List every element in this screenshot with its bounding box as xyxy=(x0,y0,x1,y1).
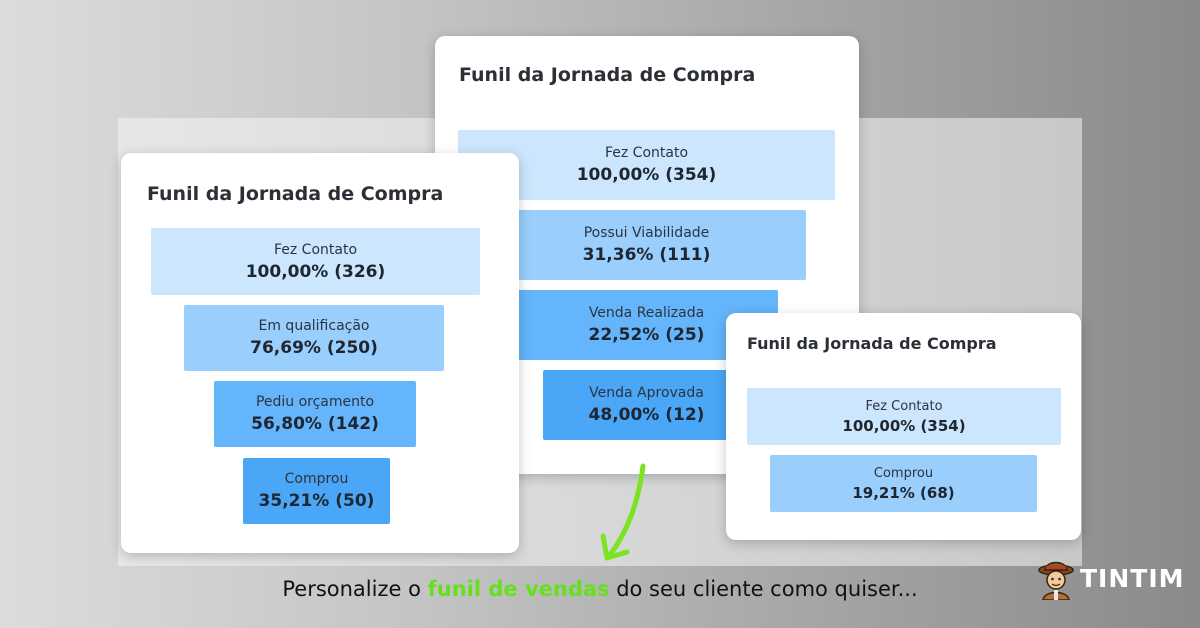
stage-value: 19,21% (68) xyxy=(852,483,955,502)
funnel-card-right: Funil da Jornada de Compra Fez Contato 1… xyxy=(726,313,1081,540)
stage-label: Comprou xyxy=(873,465,934,481)
card-title: Funil da Jornada de Compra xyxy=(747,334,997,353)
stage-label: Venda Aprovada xyxy=(589,385,704,401)
stage-label: Comprou xyxy=(284,471,349,487)
stage-value: 22,52% (25) xyxy=(588,325,705,345)
funnel-stage[interactable]: Fez Contato 100,00% (354) xyxy=(458,130,835,200)
card-title: Funil da Jornada de Compra xyxy=(147,183,444,205)
stage-value: 56,80% (142) xyxy=(251,414,379,434)
stage-label: Fez Contato xyxy=(604,145,689,161)
funnel-stage[interactable]: Pediu orçamento 56,80% (142) xyxy=(214,381,416,447)
stage-label: Fez Contato xyxy=(865,398,943,414)
funnel-stage[interactable]: Em qualificação 76,69% (250) xyxy=(184,305,444,371)
funnel-stage[interactable]: Venda Aprovada 48,00% (12) xyxy=(543,370,750,440)
funnel-stage[interactable]: Comprou 19,21% (68) xyxy=(770,455,1037,512)
detective-mascot-icon xyxy=(1038,561,1074,600)
stage-label: Pediu orçamento xyxy=(255,394,375,410)
funnel-card-left: Funil da Jornada de Compra Fez Contato 1… xyxy=(121,153,519,553)
brand-name: TINTIM xyxy=(1080,563,1185,593)
stage-value: 48,00% (12) xyxy=(588,405,705,425)
stage-label: Fez Contato xyxy=(273,241,358,258)
caption-text-before: Personalize o xyxy=(282,577,428,601)
caption-highlight: funil de vendas xyxy=(427,577,610,601)
stage-label: Em qualificação xyxy=(258,318,370,334)
stage-label: Venda Realizada xyxy=(588,305,705,321)
funnel-stage[interactable]: Fez Contato 100,00% (326) xyxy=(151,228,480,295)
stage-value: 100,00% (354) xyxy=(842,416,966,435)
funnel-stage[interactable]: Possui Viabilidade 31,36% (111) xyxy=(487,210,806,280)
funnel-stage[interactable]: Fez Contato 100,00% (354) xyxy=(747,388,1061,445)
stage-label: Possui Viabilidade xyxy=(583,225,710,241)
stage-value: 100,00% (354) xyxy=(576,165,717,185)
curved-arrow-icon xyxy=(600,463,646,561)
caption-text-after: do seu cliente como quiser... xyxy=(609,577,918,601)
funnel-stage[interactable]: Comprou 35,21% (50) xyxy=(243,458,390,524)
stage-value: 35,21% (50) xyxy=(258,491,375,511)
stage-value: 76,69% (250) xyxy=(250,338,378,358)
card-title: Funil da Jornada de Compra xyxy=(459,64,756,86)
caption: Personalize o funil de vendas do seu cli… xyxy=(0,577,1200,601)
stage-value: 100,00% (326) xyxy=(245,261,386,282)
brand-logo: TINTIM xyxy=(1036,556,1185,600)
stage-value: 31,36% (111) xyxy=(582,245,711,265)
